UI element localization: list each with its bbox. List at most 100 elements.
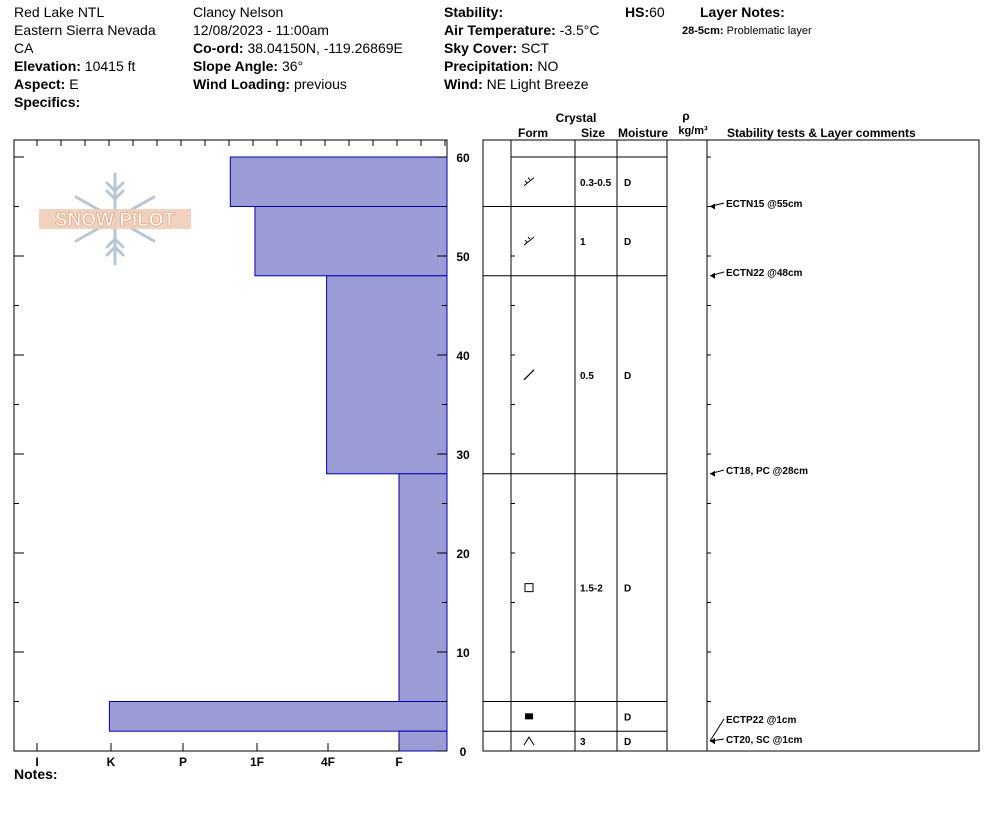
column-header-size: Size bbox=[581, 126, 605, 140]
snow-height: HS:60 bbox=[625, 3, 665, 21]
column-header-crystal: Crystal bbox=[556, 111, 597, 125]
precipitation-particles-icon bbox=[523, 177, 535, 187]
layer-note-range: 28-5cm: bbox=[682, 25, 724, 37]
air-temp-label: Air Temperature: bbox=[444, 22, 556, 38]
region: Eastern Sierra Nevada bbox=[14, 22, 156, 38]
stability-test-label: ECTN15 @55cm bbox=[726, 199, 803, 210]
arrow-head-icon bbox=[710, 203, 715, 210]
depth-tick-label: 60 bbox=[456, 151, 470, 165]
observer: Clancy Nelson bbox=[193, 4, 284, 20]
layer-notes-label: Layer Notes: bbox=[700, 4, 785, 20]
hs-label: HS: bbox=[625, 4, 650, 20]
hardness-bar bbox=[398, 473, 448, 702]
depth-tick-label: 20 bbox=[456, 547, 470, 561]
sky-cover: Sky Cover: SCT bbox=[444, 39, 549, 57]
snowpilot-logo-text: SNOW PILOT bbox=[55, 210, 176, 231]
precipitation-particles-icon bbox=[523, 236, 535, 246]
hardness-tick-label: P bbox=[179, 755, 187, 769]
slope-value: 36° bbox=[281, 58, 304, 74]
faceted-crystals-icon bbox=[524, 583, 534, 593]
depth-tick-label: 10 bbox=[456, 646, 470, 660]
hs-value: 60 bbox=[649, 4, 665, 20]
depth-tick-label: 30 bbox=[456, 448, 470, 462]
stability-test-label: CT18, PC @28cm bbox=[726, 466, 808, 477]
state: CA bbox=[14, 40, 34, 56]
column-header-form: Form bbox=[518, 126, 548, 140]
moisture-value: D bbox=[624, 584, 631, 595]
layer-note: 28-5cm: Problematic layer bbox=[682, 22, 812, 40]
grain-size: 0.3-0.5 bbox=[580, 178, 612, 189]
melt-freeze-crust-icon bbox=[525, 713, 533, 720]
notes-label: Notes: bbox=[14, 766, 58, 782]
stability-test-arrow bbox=[709, 718, 725, 742]
sky-label: Sky Cover: bbox=[444, 40, 518, 56]
hardness-bar bbox=[398, 730, 448, 752]
stability-label: Stability: bbox=[444, 4, 504, 20]
hardness-bar bbox=[254, 206, 448, 277]
air-temperature: Air Temperature: -3.5°C bbox=[444, 21, 600, 39]
sky-value: SCT bbox=[521, 40, 550, 56]
snowpilot-logo: SNOW PILOT bbox=[39, 172, 191, 266]
depth-hoar-icon bbox=[523, 736, 535, 746]
slope-angle: Slope Angle: 36° bbox=[193, 57, 303, 75]
stability-test-label: ECTP22 @1cm bbox=[726, 715, 796, 726]
precip-label: Precipitation: bbox=[444, 58, 534, 74]
decomposing-fragments-icon bbox=[523, 369, 535, 381]
precip-value: NO bbox=[537, 58, 559, 74]
aspect-value: E bbox=[69, 76, 79, 92]
grain-size: 0.5 bbox=[580, 371, 594, 382]
moisture-value: D bbox=[624, 737, 631, 748]
depth-tick-label: 40 bbox=[456, 349, 470, 363]
specifics-label: Specifics: bbox=[14, 94, 81, 110]
datetime: 12/08/2023 - 11:00am bbox=[193, 22, 329, 38]
depth-tick-label: 0 bbox=[460, 745, 467, 759]
hardness-tick-label: 4F bbox=[321, 755, 335, 769]
wind-loading: Wind Loading: previous bbox=[193, 75, 347, 93]
coord-value: 38.04150N, -119.26869E bbox=[247, 40, 403, 56]
coord-label: Co-ord: bbox=[193, 40, 244, 56]
arrow-head-icon bbox=[710, 272, 715, 279]
elevation-label: Elevation: bbox=[14, 58, 81, 74]
column-header-rho: ρ bbox=[682, 109, 689, 123]
wind-loading-value: previous bbox=[293, 76, 347, 92]
stability-test-label: ECTN22 @48cm bbox=[726, 268, 803, 279]
precipitation: Precipitation: NO bbox=[444, 57, 558, 75]
moisture-value: D bbox=[624, 371, 631, 382]
aspect: Aspect: E bbox=[14, 75, 79, 93]
grain-size: 3 bbox=[580, 737, 586, 748]
hardness-tick-label: K bbox=[107, 755, 116, 769]
slope-label: Slope Angle: bbox=[193, 58, 279, 74]
coordinates: Co-ord: 38.04150N, -119.26869E bbox=[193, 39, 403, 57]
arrow-head-icon bbox=[710, 738, 715, 745]
hardness-bar bbox=[229, 156, 448, 207]
arrow-head-icon bbox=[710, 470, 715, 477]
moisture-value: D bbox=[624, 712, 631, 723]
wind-loading-label: Wind Loading: bbox=[193, 76, 291, 92]
grain-size: 1.5-2 bbox=[580, 584, 603, 595]
hardness-tick-label: F bbox=[395, 755, 402, 769]
column-header-density-unit: kg/m³ bbox=[678, 125, 708, 137]
hardness-bar bbox=[108, 701, 448, 732]
layer-note-text: Problematic layer bbox=[726, 25, 812, 37]
moisture-value: D bbox=[624, 237, 631, 248]
wind-label: Wind: bbox=[444, 76, 483, 92]
hardness-bar bbox=[326, 275, 448, 475]
moisture-value: D bbox=[624, 178, 631, 189]
location: Red Lake NTL bbox=[14, 4, 105, 20]
depth-tick-label: 50 bbox=[456, 250, 470, 264]
aspect-label: Aspect: bbox=[14, 76, 66, 92]
grain-table-frame bbox=[482, 139, 980, 752]
hardness-tick-label: 1F bbox=[250, 755, 264, 769]
air-temp-value: -3.5°C bbox=[559, 22, 600, 38]
grain-size: 1 bbox=[580, 237, 586, 248]
column-header-stability: Stability tests & Layer comments bbox=[727, 126, 916, 140]
stability-test-label: CT20, SC @1cm bbox=[726, 735, 803, 746]
wind: Wind: NE Light Breeze bbox=[444, 75, 589, 93]
column-header-moisture: Moisture bbox=[618, 126, 668, 140]
elevation-value: 10415 ft bbox=[84, 58, 136, 74]
wind-value: NE Light Breeze bbox=[486, 76, 589, 92]
hardness-tick-label: I bbox=[35, 755, 38, 769]
stability: Stability: bbox=[444, 3, 503, 21]
elevation: Elevation: 10415 ft bbox=[14, 57, 135, 75]
